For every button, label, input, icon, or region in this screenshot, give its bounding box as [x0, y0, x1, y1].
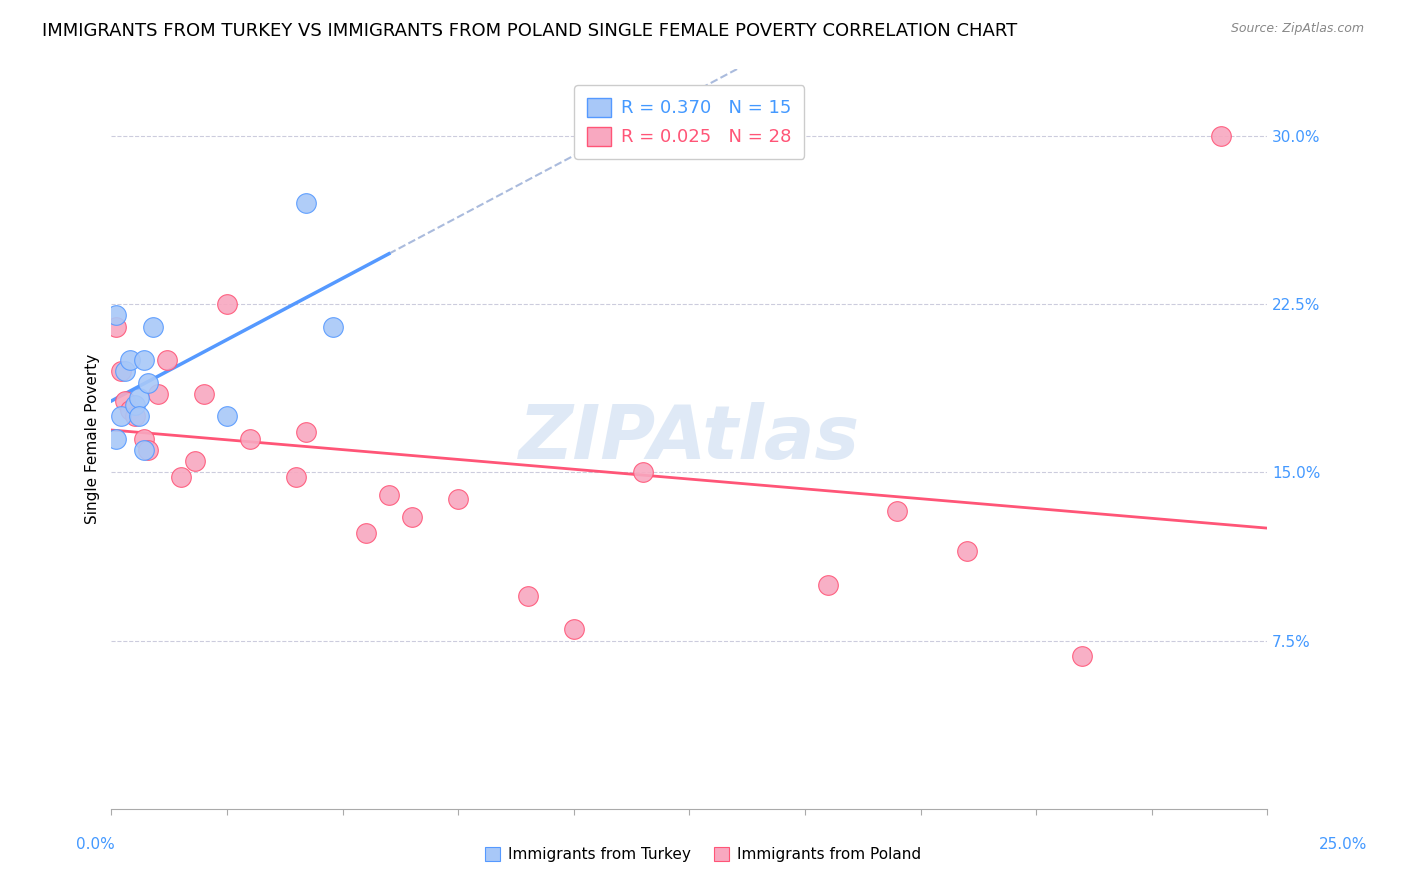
Point [956, 544, 979, 558]
Point [817, 577, 839, 591]
Point [132, 432, 155, 446]
Text: 0.0%: 0.0% [76, 838, 115, 852]
Point [138, 376, 160, 390]
Point [110, 409, 132, 424]
Point [294, 425, 316, 439]
Point [401, 510, 423, 524]
Legend: Immigrants from Turkey, Immigrants from Poland: Immigrants from Turkey, Immigrants from … [479, 841, 927, 868]
Legend: R = 0.370   N = 15, R = 0.025   N = 28: R = 0.370 N = 15, R = 0.025 N = 28 [575, 85, 804, 159]
Point [562, 623, 585, 637]
Point [886, 503, 908, 517]
Point [215, 409, 238, 424]
Text: 25.0%: 25.0% [1319, 838, 1367, 852]
Point [516, 589, 538, 603]
Point [105, 319, 128, 334]
Point [132, 442, 155, 457]
Point [142, 319, 165, 334]
Point [183, 454, 205, 468]
Point [114, 364, 136, 378]
Point [322, 319, 344, 334]
Point [138, 442, 160, 457]
Point [156, 353, 179, 368]
Point [1071, 649, 1094, 664]
Point [110, 364, 132, 378]
Point [239, 432, 262, 446]
Point [124, 409, 146, 424]
Point [114, 393, 136, 408]
Point [1209, 128, 1232, 143]
Text: ZIPAtlas: ZIPAtlas [519, 402, 860, 475]
Text: Source: ZipAtlas.com: Source: ZipAtlas.com [1230, 22, 1364, 36]
Point [128, 392, 150, 406]
Point [124, 398, 146, 412]
Point [215, 297, 238, 311]
Point [105, 432, 128, 446]
Point [170, 470, 193, 484]
Point [193, 387, 215, 401]
Text: IMMIGRANTS FROM TURKEY VS IMMIGRANTS FROM POLAND SINGLE FEMALE POVERTY CORRELATI: IMMIGRANTS FROM TURKEY VS IMMIGRANTS FRO… [42, 22, 1018, 40]
Point [118, 353, 141, 368]
Point [354, 526, 377, 541]
Point [146, 387, 169, 401]
Point [378, 488, 401, 502]
Y-axis label: Single Female Poverty: Single Female Poverty [86, 353, 100, 524]
Point [294, 196, 316, 211]
Point [132, 353, 155, 368]
Point [285, 470, 308, 484]
Point [631, 466, 654, 480]
Point [128, 409, 150, 424]
Point [447, 492, 470, 507]
Point [118, 402, 141, 417]
Point [105, 309, 128, 323]
